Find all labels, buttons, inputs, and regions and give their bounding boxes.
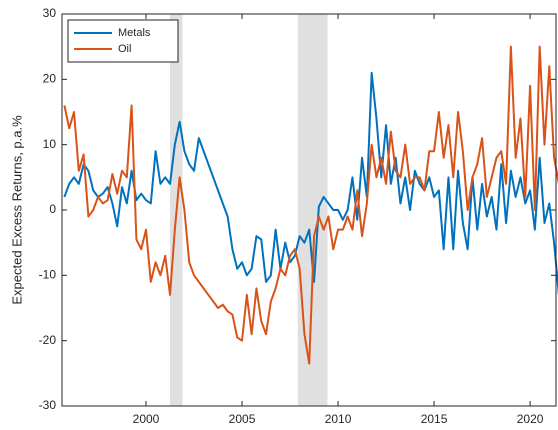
series-line	[63, 45, 558, 365]
legend-label: Oil	[118, 43, 131, 55]
x-tick-label: 2015	[421, 412, 448, 426]
legend-label: Metals	[118, 27, 151, 39]
x-tick-label: 2010	[325, 412, 352, 426]
shaded-region	[297, 14, 328, 406]
axes-box	[61, 13, 557, 407]
y-tick-label: -20	[39, 333, 57, 347]
x-tick-label: 2000	[133, 412, 160, 426]
series-line	[63, 71, 558, 296]
y-tick-label: 20	[43, 72, 57, 86]
y-tick-label: -10	[39, 268, 57, 282]
y-tick-label: 30	[43, 6, 57, 20]
legend-box	[67, 19, 179, 63]
y-tick-label: 0	[49, 202, 56, 216]
x-tick-label: 2005	[229, 412, 256, 426]
y-axis-label: Expected Excess Returns, p.a.%	[9, 115, 24, 305]
y-tick-label: -30	[39, 398, 57, 412]
y-tick-label: 10	[43, 137, 57, 151]
x-tick-label: 2020	[517, 412, 544, 426]
